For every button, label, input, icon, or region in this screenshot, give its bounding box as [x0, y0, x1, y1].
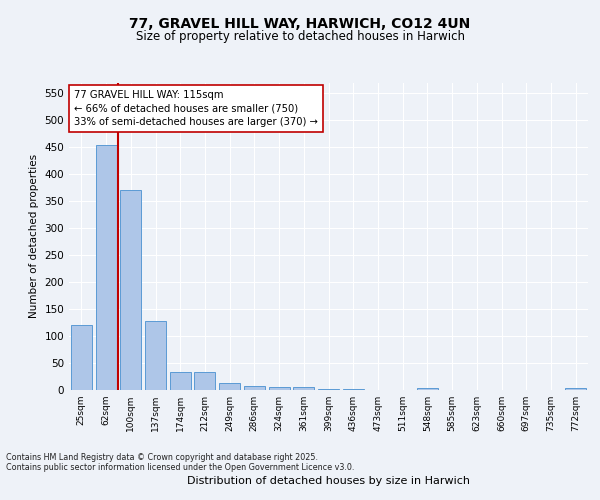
Text: Size of property relative to detached houses in Harwich: Size of property relative to detached ho… — [136, 30, 464, 43]
X-axis label: Distribution of detached houses by size in Harwich: Distribution of detached houses by size … — [187, 476, 470, 486]
Bar — [244, 386, 265, 390]
Text: Contains HM Land Registry data © Crown copyright and database right 2025.: Contains HM Land Registry data © Crown c… — [6, 454, 318, 462]
Bar — [170, 372, 191, 390]
Bar — [343, 389, 364, 390]
Bar — [145, 322, 166, 390]
Bar — [565, 388, 586, 390]
Bar — [194, 372, 215, 390]
Y-axis label: Number of detached properties: Number of detached properties — [29, 154, 39, 318]
Bar — [269, 388, 290, 390]
Bar — [71, 326, 92, 390]
Bar — [95, 144, 116, 390]
Text: 77, GRAVEL HILL WAY, HARWICH, CO12 4UN: 77, GRAVEL HILL WAY, HARWICH, CO12 4UN — [130, 18, 470, 32]
Bar — [120, 190, 141, 390]
Text: 77 GRAVEL HILL WAY: 115sqm
← 66% of detached houses are smaller (750)
33% of sem: 77 GRAVEL HILL WAY: 115sqm ← 66% of deta… — [74, 90, 318, 126]
Bar — [293, 388, 314, 390]
Bar — [417, 388, 438, 390]
Text: Contains public sector information licensed under the Open Government Licence v3: Contains public sector information licen… — [6, 464, 355, 472]
Bar — [219, 383, 240, 390]
